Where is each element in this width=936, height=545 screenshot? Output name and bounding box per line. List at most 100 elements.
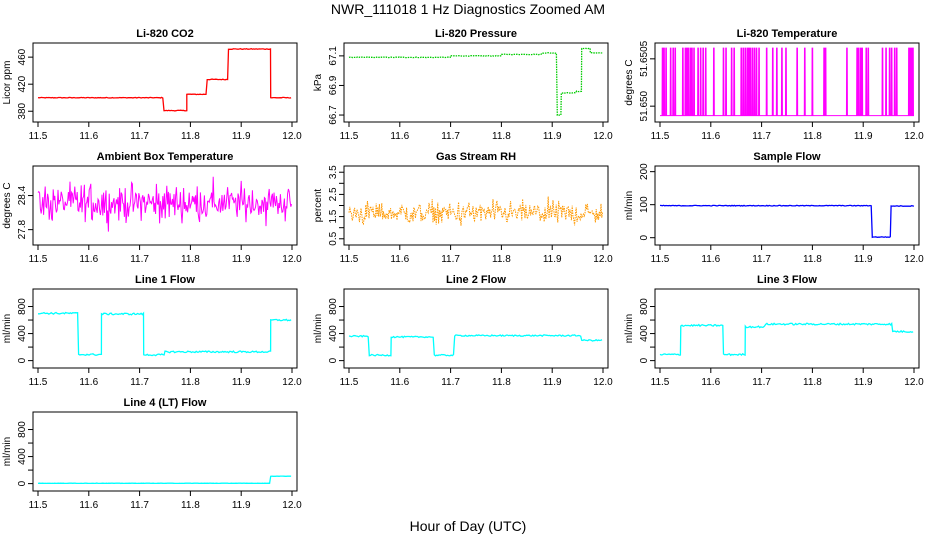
plot-frame [32, 42, 298, 123]
plot-frame [343, 288, 609, 369]
x-tick-label: 11.6 [390, 131, 409, 142]
y-tick-label: 400 [17, 448, 28, 465]
x-tick-label: 11.7 [130, 131, 149, 142]
y-tick-label: 460 [17, 48, 28, 65]
y-tick-label: 28.4 [17, 185, 28, 205]
x-tick-label: 12.0 [904, 131, 924, 142]
x-tick-label: 11.7 [752, 131, 771, 142]
x-tick-label: 11.6 [79, 131, 98, 142]
panel-sample: Sample Flow 11.5 11.6 11.7 11.8 11.9 12.0 0 100 2… [624, 151, 924, 265]
panel-title: Ambient Box Temperature [97, 151, 234, 163]
y-tick-label: 800 [328, 298, 339, 315]
x-tick-label: 11.9 [854, 254, 873, 265]
panel-grid: Li-820 CO2 11.5 11.6 11.7 11.8 11.9 12.0 380 420… [2, 28, 924, 511]
x-tick-label: 11.5 [29, 131, 48, 142]
figure-title: NWR_111018 1 Hz Diagnostics Zoomed AM [331, 1, 605, 17]
panel-rh: Gas Stream RH 11.5 11.6 11.7 11.8 11.9 12.0 0.5… [313, 151, 613, 265]
x-tick-label: 11.8 [181, 254, 200, 265]
panel-temperature: Li-820 Temperature 11.5 11.6 11.7 11.8 11.9 12… [624, 28, 924, 142]
x-tick-label: 11.7 [752, 254, 771, 265]
panel-title: Sample Flow [753, 151, 821, 163]
x-tick-label: 11.5 [651, 131, 670, 142]
x-tick-label: 11.7 [441, 254, 460, 265]
x-tick-label: 11.6 [390, 254, 409, 265]
series-line [37, 475, 292, 485]
x-tick-label: 11.9 [232, 500, 251, 511]
x-tick-label: 11.5 [651, 254, 670, 265]
x-tick-label: 11.5 [340, 377, 359, 388]
x-tick-label: 11.7 [441, 377, 460, 388]
x-tick-label: 11.9 [232, 377, 251, 388]
plot-frame [32, 288, 298, 369]
panel-title: Line 2 Flow [446, 274, 506, 286]
y-tick-label: 51.650 [639, 90, 650, 121]
x-tick-label: 11.9 [232, 131, 251, 142]
panel-title: Line 3 Flow [757, 274, 817, 286]
series-line [659, 204, 915, 239]
y-axis-label: degrees C [624, 59, 635, 105]
y-axis-label: degrees C [2, 182, 13, 228]
x-tick-label: 11.7 [130, 500, 149, 511]
x-tick-label: 12.0 [282, 500, 302, 511]
y-tick-label: 3.5 [328, 165, 339, 179]
plot-frame [654, 288, 920, 369]
x-tick-label: 12.0 [904, 254, 924, 265]
y-axis-label: kPa [313, 73, 324, 91]
panel-line2: Line 2 Flow 11.5 11.6 11.7 11.8 11.9 12.0 0 400 8… [313, 274, 613, 388]
y-tick-label: 0 [17, 480, 28, 486]
y-tick-label: 67.1 [328, 46, 339, 66]
y-axis-label: ml/min [624, 314, 635, 343]
y-tick-label: 100 [639, 196, 650, 213]
x-tick-label: 12.0 [904, 377, 924, 388]
series-line [659, 321, 914, 357]
panel-line1: Line 1 Flow 11.5 11.6 11.7 11.8 11.9 12.0 0 400 8… [2, 274, 302, 388]
panel-co2: Li-820 CO2 11.5 11.6 11.7 11.8 11.9 12.0 380 420… [2, 28, 302, 142]
x-tick-label: 11.7 [130, 377, 149, 388]
y-tick-label: 800 [17, 421, 28, 438]
panel-ambient: Ambient Box Temperature 11.5 11.6 11.7 11.8 1… [2, 151, 302, 265]
x-tick-label: 11.5 [340, 254, 359, 265]
x-tick-label: 11.6 [701, 254, 720, 265]
y-tick-label: 800 [639, 298, 650, 315]
series-line [37, 48, 292, 112]
y-tick-label: 0 [328, 357, 339, 363]
x-tick-label: 11.8 [803, 377, 822, 388]
y-tick-label: 400 [328, 325, 339, 342]
plot-frame [654, 42, 920, 123]
y-tick-label: 66.7 [328, 105, 339, 125]
x-tick-label: 11.8 [492, 254, 511, 265]
panel-line4: Line 4 (LT) Flow 11.5 11.6 11.7 11.8 11.9 12.0… [2, 397, 302, 511]
y-tick-label: 2.5 [328, 187, 339, 201]
x-tick-label: 11.9 [543, 254, 562, 265]
x-tick-label: 11.8 [492, 131, 511, 142]
y-tick-label: 400 [17, 325, 28, 342]
x-tick-label: 11.7 [752, 377, 771, 388]
y-axis-label: ml/min [2, 314, 13, 343]
panel-title: Li-820 CO2 [136, 28, 193, 40]
series-line [660, 47, 914, 117]
x-tick-label: 11.6 [79, 254, 98, 265]
x-tick-label: 11.9 [543, 131, 562, 142]
x-tick-label: 11.5 [651, 377, 670, 388]
x-tick-label: 11.9 [854, 377, 873, 388]
y-tick-label: 51.6505 [639, 40, 650, 77]
y-tick-label: 200 [639, 163, 650, 180]
plot-frame [343, 165, 609, 246]
x-tick-label: 11.8 [181, 500, 200, 511]
y-tick-label: 380 [17, 102, 28, 119]
y-axis-label: Licor ppm [2, 61, 13, 105]
series-line [348, 196, 604, 226]
x-tick-label: 11.9 [543, 377, 562, 388]
x-tick-label: 11.8 [803, 131, 822, 142]
x-tick-label: 11.8 [181, 131, 200, 142]
x-tick-label: 11.8 [181, 377, 200, 388]
plot-frame [343, 42, 609, 123]
x-tick-label: 11.8 [803, 254, 822, 265]
panel-title: Li-820 Pressure [435, 28, 517, 40]
x-tick-label: 11.6 [79, 500, 98, 511]
x-tick-label: 11.7 [441, 131, 460, 142]
plot-frame [32, 165, 298, 246]
x-tick-label: 12.0 [282, 254, 302, 265]
